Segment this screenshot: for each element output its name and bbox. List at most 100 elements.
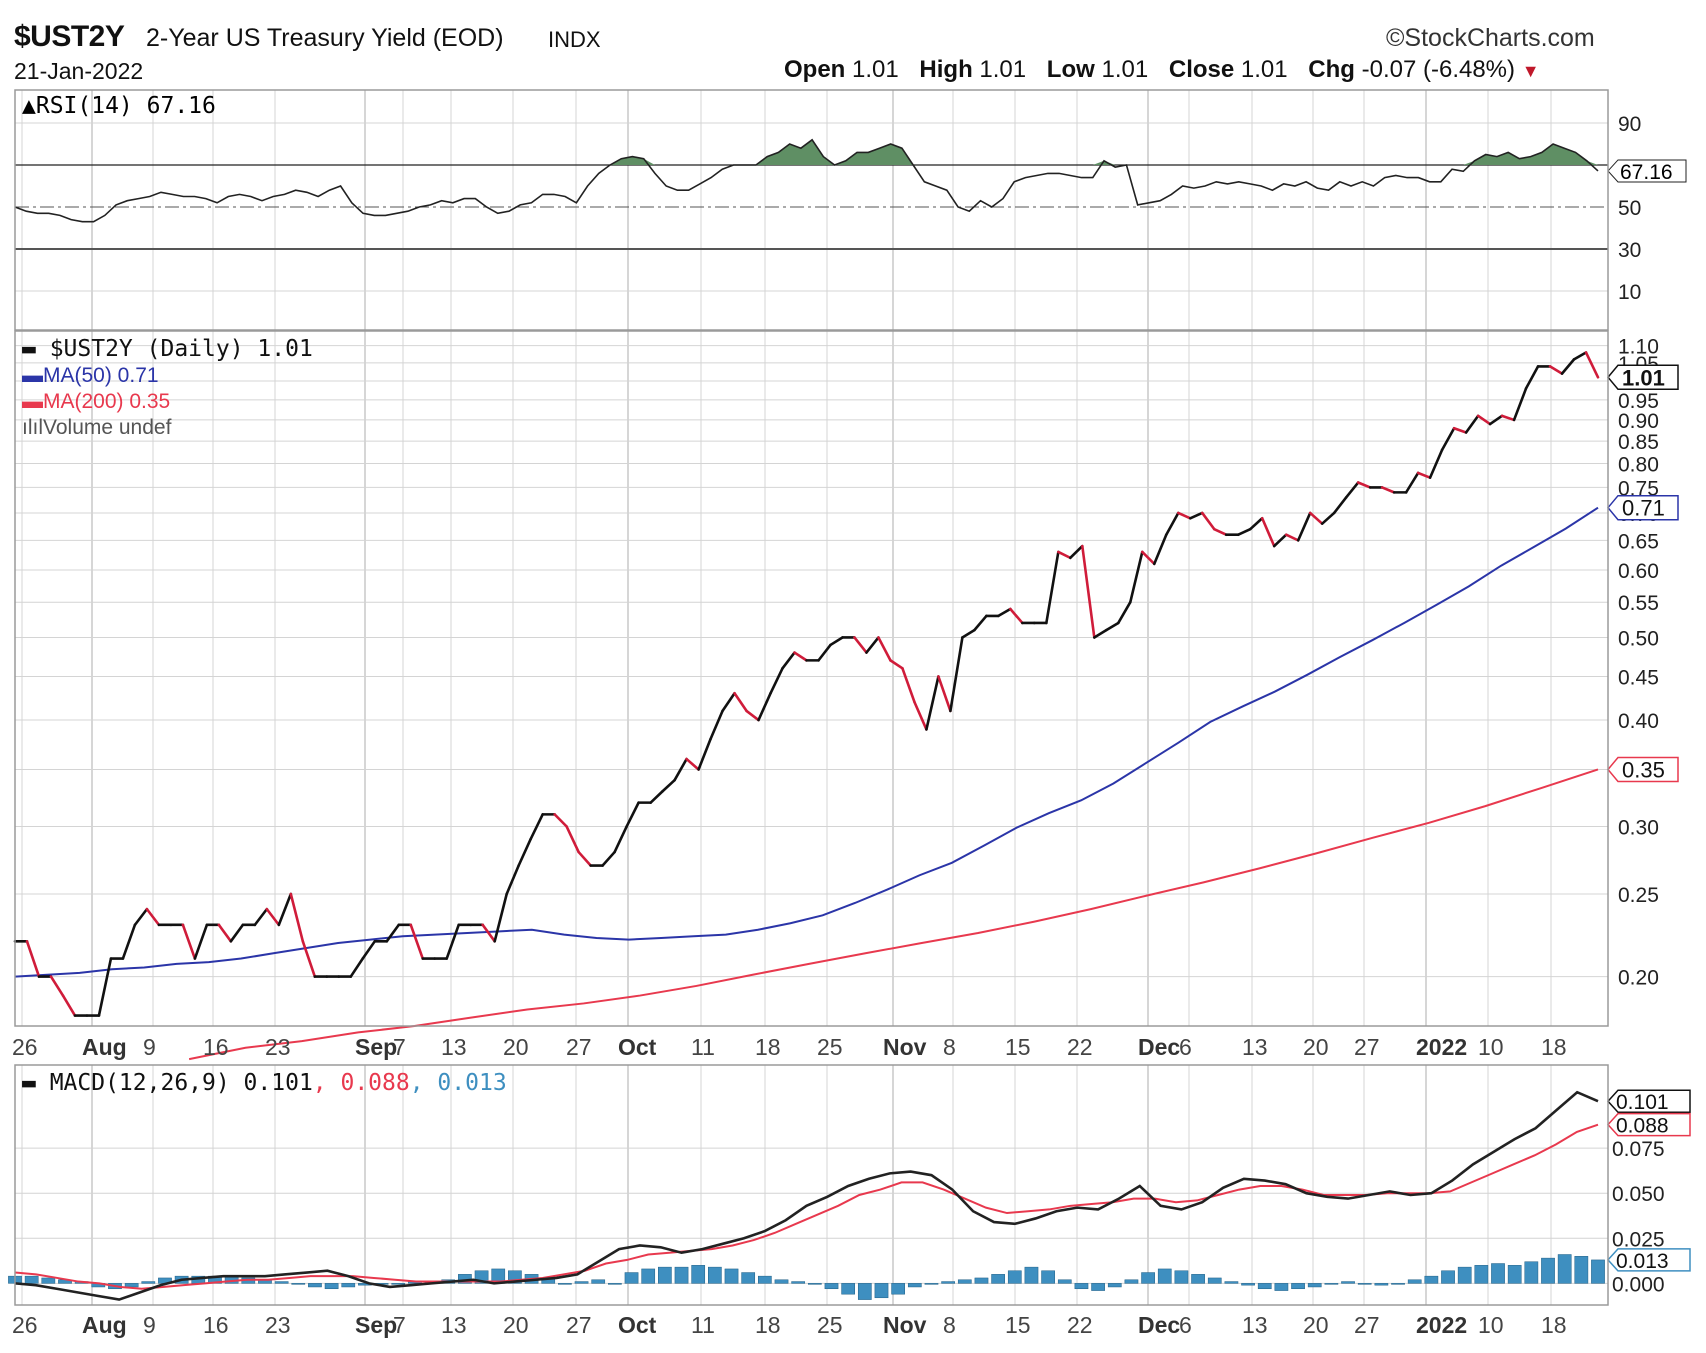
ma200-legend: ▬MA(200) 0.35 [22, 390, 170, 413]
price-segment [1152, 533, 1168, 566]
price-ytick-label: 0.95 [1618, 390, 1659, 413]
macd-ytick-label: 0.050 [1612, 1183, 1665, 1206]
macd-histogram-bar [724, 1268, 739, 1284]
macd-histogram-bar [41, 1277, 56, 1284]
macd-xtick-label: Nov [883, 1312, 927, 1338]
macd-histogram-bar [1424, 1275, 1439, 1284]
macd-histogram-bar [1441, 1270, 1455, 1284]
price-segment [1416, 471, 1432, 479]
price-segment [553, 813, 568, 828]
price-segment [1308, 511, 1324, 525]
macd-histogram-bar [1024, 1266, 1039, 1284]
macd-histogram-bar [774, 1279, 789, 1284]
macd-histogram-bar [1391, 1283, 1405, 1285]
price-segment [1176, 511, 1192, 520]
price-segment [1524, 365, 1540, 390]
price-segment [1332, 496, 1348, 515]
macd-histogram-bar [291, 1283, 306, 1285]
price-segment [517, 837, 532, 867]
close-label: Close [1168, 56, 1235, 83]
price-segment [1584, 351, 1600, 379]
price-segment [565, 825, 580, 854]
macd-histogram-bar [24, 1275, 39, 1284]
macd-histogram-bar [1157, 1268, 1172, 1284]
macd-histogram-bar [924, 1283, 939, 1285]
macd-histogram-bar [624, 1272, 639, 1284]
macd-histogram-bar [874, 1283, 889, 1299]
macd-line [14, 1090, 1599, 1301]
price-segment [1428, 448, 1444, 479]
macd-histogram-bar [1524, 1261, 1539, 1284]
macd-xtick-label: 10 [1478, 1312, 1504, 1338]
macd-histogram-bar [1324, 1283, 1339, 1285]
price-xtick-label: Sep [355, 1034, 397, 1060]
macd-histogram-bar [1207, 1277, 1222, 1284]
ma50-value-tag [1607, 494, 1679, 521]
price-segment [973, 614, 988, 632]
price-segment [217, 923, 233, 943]
price-xtick-label: 18 [755, 1034, 781, 1060]
ma200-line [188, 768, 1599, 1061]
price-ytick-label: 0.55 [1618, 592, 1659, 615]
price-value-tag-label: 1.01 [1622, 365, 1665, 390]
price-segment [1212, 527, 1228, 537]
macd-histogram-bar [824, 1283, 839, 1290]
price-ytick-label: 0.30 [1618, 817, 1659, 840]
price-segment [181, 923, 197, 960]
macd-histogram-bar [658, 1266, 672, 1284]
macd-histogram-bar [641, 1268, 656, 1284]
rsi-ytick-label: 90 [1618, 113, 1641, 136]
price-segment [1320, 511, 1336, 525]
price-segment [349, 957, 365, 978]
price-segment [1344, 481, 1360, 499]
brand-watermark[interactable]: ©StockCharts.com [1386, 24, 1595, 52]
price-segment [193, 923, 209, 960]
price-segment [529, 813, 544, 841]
panel-frames [14, 89, 1609, 1306]
macd-value-tag-label: 0.101 [1616, 1091, 1669, 1114]
price-xtick-label: 20 [503, 1034, 529, 1060]
macd-histogram-bar [1307, 1283, 1322, 1288]
price-segment [505, 864, 520, 896]
price-segment [1296, 511, 1312, 542]
macd-histogram-bar [807, 1283, 822, 1285]
price-segment [277, 892, 293, 927]
price-segment [769, 667, 784, 695]
price-segment [949, 636, 964, 713]
price-segment [1057, 550, 1072, 560]
macd-xtick-label: 27 [566, 1312, 592, 1338]
chart-subtitle: 2-Year US Treasury Yield (EOD) [146, 24, 504, 52]
price-segment [49, 975, 65, 997]
macd-histogram-bar [1241, 1283, 1255, 1286]
price-segment [649, 789, 664, 804]
price-segment [1284, 533, 1300, 542]
price-xtick-label: 22 [1067, 1034, 1093, 1060]
macd-xtick-label: 25 [817, 1312, 843, 1338]
price-segment [385, 923, 401, 943]
macd-histogram-bar [308, 1283, 322, 1288]
price-segment [1548, 365, 1564, 375]
macd-xtick-label: Aug [82, 1312, 127, 1338]
macd-histogram-bar [1407, 1279, 1422, 1284]
macd-histogram-bar [1057, 1279, 1072, 1284]
price-segment [493, 892, 508, 943]
macd-histogram-bar [1041, 1270, 1055, 1284]
price-xtick-label: 15 [1005, 1034, 1031, 1060]
macd-ytick-label: 0.025 [1612, 1228, 1665, 1251]
ma200-value-tag [1607, 756, 1679, 783]
macd-panel: 0.075 0.050 0.025 0.000 ▬ MACD(12,26,9) 0.10… [8, 1070, 1691, 1301]
macd-histogram-bar [324, 1283, 339, 1290]
macd-xtick-label: 20 [1303, 1312, 1329, 1338]
macd-xtick-label: 9 [143, 1312, 156, 1338]
macd-histogram-bar [1274, 1283, 1289, 1291]
macd-xtick-label: 6 [1179, 1312, 1192, 1338]
panel-frame [14, 1064, 1609, 1306]
macd-histogram-bar [1357, 1283, 1372, 1285]
macd-histogram-bar [791, 1281, 806, 1284]
price-segment [937, 675, 952, 713]
macd-xtick-label: 18 [1541, 1312, 1567, 1338]
price-segment [661, 778, 676, 793]
price-segment [853, 636, 868, 654]
ma50-value-tag-label: 0.71 [1622, 496, 1665, 521]
